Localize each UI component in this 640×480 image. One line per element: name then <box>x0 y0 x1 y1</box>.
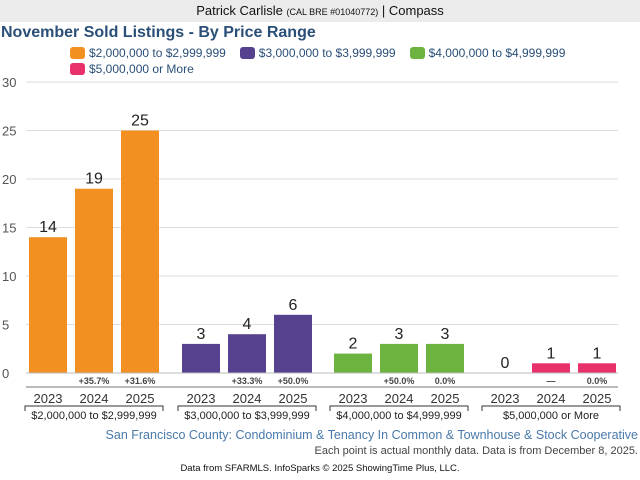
bar-value-label: 19 <box>85 171 103 188</box>
bar <box>228 334 266 373</box>
x-tick-label: 2023 <box>491 391 520 406</box>
bar-value-label: 25 <box>131 113 149 130</box>
legend-item: $2,000,000 to $2,999,999 <box>70 45 226 60</box>
bar-value-label: 14 <box>39 219 57 236</box>
y-tick-label: 10 <box>2 269 16 284</box>
x-tick-label: 2024 <box>233 391 262 406</box>
bar <box>121 130 159 373</box>
bar-value-label: 1 <box>593 345 602 362</box>
x-tick-label: 2024 <box>537 391 566 406</box>
pct-change-label: — <box>547 376 556 386</box>
bar <box>182 343 220 373</box>
y-tick-label: 30 <box>2 75 16 90</box>
group-bracket <box>481 405 621 411</box>
bar <box>426 343 464 373</box>
x-tick-label: 2023 <box>34 391 63 406</box>
x-tick-label: 2023 <box>339 391 368 406</box>
legend-swatch <box>409 46 425 59</box>
bar-value-label: 6 <box>289 297 298 314</box>
x-tick-label: 2025 <box>126 391 155 406</box>
brokerage-name: Compass <box>388 3 444 18</box>
legend-swatch <box>239 46 255 59</box>
bar-value-label: 3 <box>395 326 404 343</box>
license-number: (CAL BRE #01040772) <box>286 7 379 17</box>
legend-label: $5,000,000 or More <box>89 62 194 76</box>
legend-swatch <box>70 63 85 75</box>
group-label: $4,000,000 to $4,999,999 <box>336 410 461 422</box>
legend-item: $5,000,000 or More <box>70 62 194 77</box>
x-tick-label: 2024 <box>385 391 414 406</box>
pct-change-label: 0.0% <box>435 376 456 386</box>
source-credit: Data from SFARMLS. InfoSparks © 2025 Sho… <box>180 463 460 474</box>
bar <box>274 314 312 373</box>
x-tick-label: 2025 <box>431 391 460 406</box>
pct-change-label: 0.0% <box>587 376 608 386</box>
group-label: $2,000,000 to $2,999,999 <box>31 410 156 422</box>
y-tick-label: 25 <box>2 124 16 139</box>
bar-value-label: 3 <box>441 326 450 343</box>
pct-change-label: +31.6% <box>125 376 156 386</box>
bar <box>380 343 418 373</box>
bar-value-label: 1 <box>547 345 556 362</box>
legend-item: $3,000,000 to $3,999,999 <box>239 45 396 60</box>
bar <box>75 188 113 373</box>
bar-value-label: 2 <box>349 336 358 353</box>
group-bracket <box>177 405 317 411</box>
bar <box>532 363 570 373</box>
y-tick-label: 15 <box>2 221 16 236</box>
group-label: $3,000,000 to $3,999,999 <box>184 410 309 422</box>
bar <box>334 353 372 373</box>
bar <box>578 363 616 373</box>
x-tick-label: 2024 <box>80 391 109 406</box>
agent-header: Patrick Carlisle (CAL BRE #01040772) | C… <box>0 0 640 22</box>
bar-value-label: 3 <box>197 326 206 343</box>
chart-legend: $2,000,000 to $2,999,999 $3,000,000 to $… <box>70 45 590 78</box>
pct-change-label: +35.7% <box>79 376 110 386</box>
x-tick-label: 2025 <box>583 391 612 406</box>
header-separator: | <box>381 3 386 18</box>
pct-change-label: +50.0% <box>384 376 415 386</box>
x-tick-label: 2023 <box>187 391 216 406</box>
legend-label: $4,000,000 to $4,999,999 <box>428 45 566 60</box>
data-note: Each point is actual monthly data. Data … <box>314 445 638 457</box>
legend-label: $3,000,000 to $3,999,999 <box>258 45 396 60</box>
agent-name: Patrick Carlisle <box>196 3 283 18</box>
y-tick-label: 5 <box>2 318 9 333</box>
group-bracket <box>24 405 164 411</box>
y-tick-label: 0 <box>2 366 9 381</box>
legend-item: $4,000,000 to $4,999,999 <box>409 45 566 60</box>
chart-title: November Sold Listings - By Price Range <box>1 24 316 41</box>
legend-label: $2,000,000 to $2,999,999 <box>89 45 226 60</box>
group-label: $5,000,000 or More <box>503 410 599 422</box>
y-tick-label: 20 <box>2 172 16 187</box>
bar-value-label: 4 <box>243 316 252 333</box>
chart-subtitle: San Francisco County: Condominium & Tena… <box>105 428 638 442</box>
x-tick-label: 2025 <box>279 391 308 406</box>
bar <box>29 237 67 373</box>
group-bracket <box>329 405 469 411</box>
pct-change-label: +33.3% <box>232 376 263 386</box>
bar-chart: 05101520253014202319+35.7%202425+31.6%20… <box>2 75 621 422</box>
legend-swatch <box>70 46 85 59</box>
pct-change-label: +50.0% <box>278 376 309 386</box>
bar-value-label: 0 <box>501 355 510 372</box>
